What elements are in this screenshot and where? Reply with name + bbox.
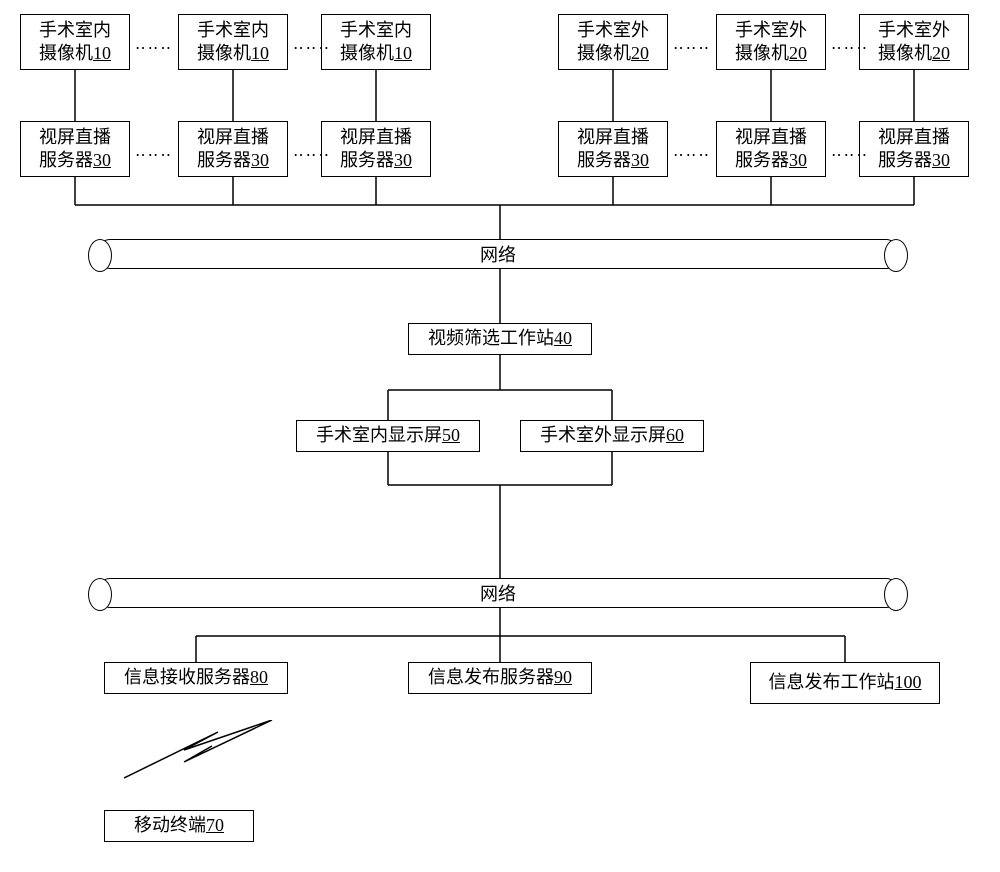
cam_out-box-4: 手术室外摄像机20 bbox=[716, 14, 826, 70]
live-server-box-3: 视屏直播服务器30 bbox=[558, 121, 668, 177]
ellipsis: ‥‥‥ bbox=[135, 34, 173, 54]
cam_out-box-3: 手术室外摄像机20 bbox=[558, 14, 668, 70]
cam_in-box-2: 手术室内摄像机10 bbox=[321, 14, 431, 70]
live-server-box-1: 视屏直播服务器30 bbox=[178, 121, 288, 177]
info-recv-server: 信息接收服务器80 bbox=[104, 662, 288, 694]
display-outdoor: 手术室外显示屏60 bbox=[520, 420, 704, 452]
network-pipe: 网络 bbox=[98, 239, 898, 269]
info-pub-workstation: 信息发布工作站100 bbox=[750, 662, 940, 704]
network-label: 网络 bbox=[480, 580, 516, 606]
cam_out-box-5: 手术室外摄像机20 bbox=[859, 14, 969, 70]
network-label: 网络 bbox=[480, 241, 516, 267]
cam_in-box-0: 手术室内摄像机10 bbox=[20, 14, 130, 70]
network-pipe: 网络 bbox=[98, 578, 898, 608]
live-server-box-4: 视屏直播服务器30 bbox=[716, 121, 826, 177]
ellipsis: ‥‥‥ bbox=[135, 141, 173, 161]
ellipsis: ‥‥‥ bbox=[293, 34, 331, 54]
ellipsis: ‥‥‥ bbox=[673, 34, 711, 54]
live-server-box-0: 视屏直播服务器30 bbox=[20, 121, 130, 177]
live-server-box-5: 视屏直播服务器30 bbox=[859, 121, 969, 177]
ellipsis: ‥‥‥ bbox=[673, 141, 711, 161]
live-server-box-2: 视屏直播服务器30 bbox=[321, 121, 431, 177]
wireless-icon bbox=[124, 720, 284, 790]
ellipsis: ‥‥‥ bbox=[831, 34, 869, 54]
ellipsis: ‥‥‥ bbox=[831, 141, 869, 161]
filter-workstation: 视频筛选工作站40 bbox=[408, 323, 592, 355]
info-pub-server: 信息发布服务器90 bbox=[408, 662, 592, 694]
cam_in-box-1: 手术室内摄像机10 bbox=[178, 14, 288, 70]
ellipsis: ‥‥‥ bbox=[293, 141, 331, 161]
mobile-terminal: 移动终端70 bbox=[104, 810, 254, 842]
display-indoor: 手术室内显示屏50 bbox=[296, 420, 480, 452]
